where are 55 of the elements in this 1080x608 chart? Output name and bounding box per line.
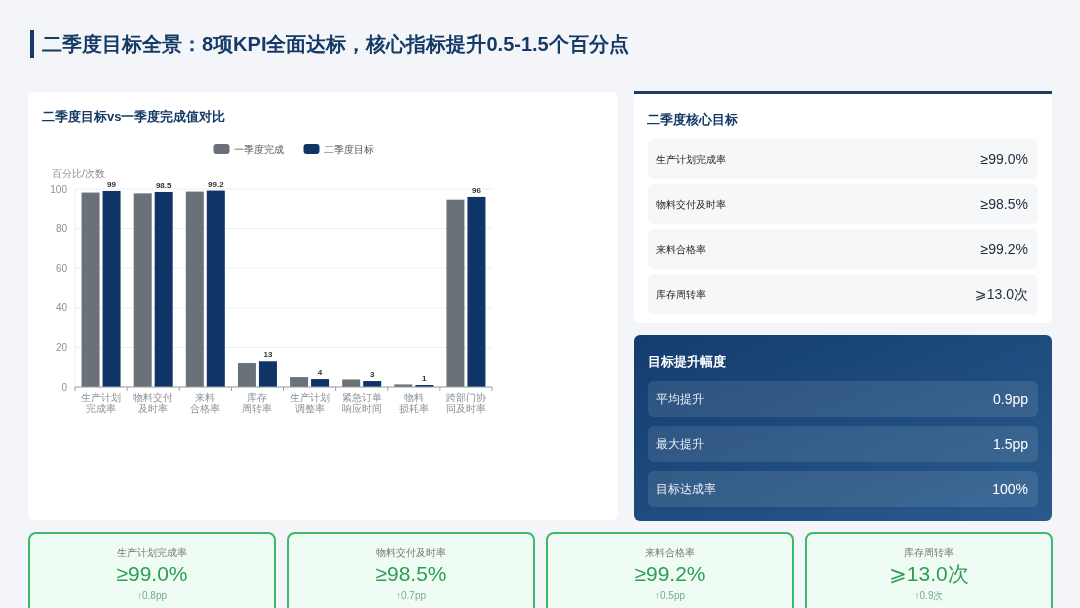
data-label: 98.5 [155,180,173,190]
text: ↑0.8pp [136,590,168,601]
text: 库存周转率 [656,289,706,300]
text: 0.9pp [992,391,1029,407]
text: ≥98.5% [980,196,1028,212]
x-tick-label: 库存周转率 [242,392,273,414]
text: 目标提升幅度 [648,354,726,369]
text: ↑0.5pp [654,590,686,601]
x-tick-label: 来料合格率 [190,392,221,414]
y-tick-label: 20 [55,341,68,353]
text: 来料合格率 [656,244,706,255]
text: ≥99.0% [116,562,188,585]
y-axis-title: 百分比/次数 [52,168,105,179]
x-tick-label: 物料损耗率 [398,392,429,414]
text: 生产计划完成率 [656,154,726,165]
text: 库存周转率 [904,547,954,558]
chart-title: 二季度目标vs一季度完成值对比 [42,109,226,124]
y-tick-label: 0 [61,381,68,393]
legend-label: 二季度目标 [323,144,374,155]
text: ↑0.7pp [395,590,427,601]
text: 来料合格率 [645,547,695,558]
y-tick-label: 40 [55,302,68,314]
text: 最大提升 [656,437,704,451]
text: 生产计划完成率 [117,547,187,558]
text: ≥99.2% [980,241,1028,257]
x-tick-label: 物料交付及时率 [133,392,174,414]
x-tick-label: 紧急订单响应时间 [341,392,382,414]
text: ≥98.5% [375,562,447,585]
y-tick-label: 60 [55,262,68,274]
data-label: 1 [422,374,428,384]
text: ≥99.2% [634,562,706,585]
x-tick-label: 生产计划调整率 [289,392,330,414]
legend-label: 一季度完成 [233,144,284,155]
text: 平均提升 [656,392,704,406]
text: 1.5pp [992,436,1029,452]
data-label: 99.2 [208,179,225,189]
text: 目标达成率 [656,482,716,496]
text: ↑0.9次 [914,590,944,601]
text: 物料交付及时率 [376,547,446,558]
data-label: 3 [369,370,375,380]
text: 二季度目标全景：8项KPI全面达标，核心指标提升0.5-1.5个百分点 [42,33,629,55]
y-tick-label: 100 [50,183,68,195]
data-label: 99 [107,179,117,189]
x-tick-label: 生产计划完成率 [81,392,122,414]
data-label: 4 [317,368,323,378]
text: ⩾13.0次 [889,562,969,585]
data-label: 13 [263,350,273,360]
text: ⩾13.0次 [975,286,1028,302]
y-tick-label: 80 [55,223,68,235]
text: 100% [992,481,1028,497]
text: 二季度核心目标 [647,112,738,127]
x-tick-label: 跨部门协同及时率 [445,392,486,414]
data-label: 96 [471,185,482,195]
text: 物料交付及时率 [656,199,726,210]
text: ≥99.0% [980,151,1028,167]
